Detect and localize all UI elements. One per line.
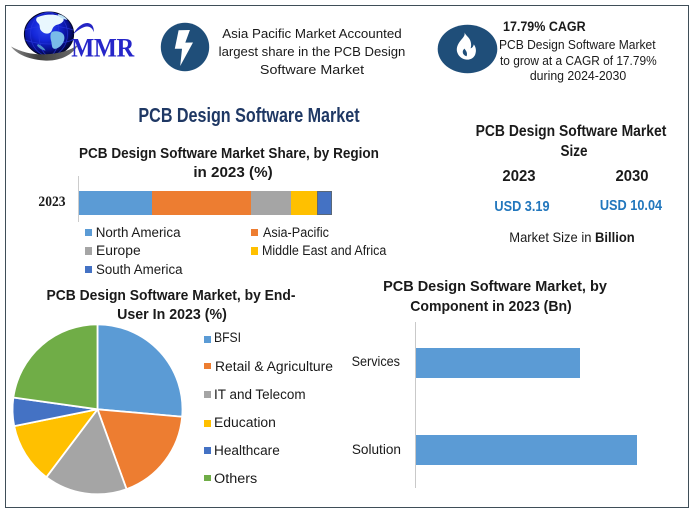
- svg-text:MMR: MMR: [71, 32, 135, 62]
